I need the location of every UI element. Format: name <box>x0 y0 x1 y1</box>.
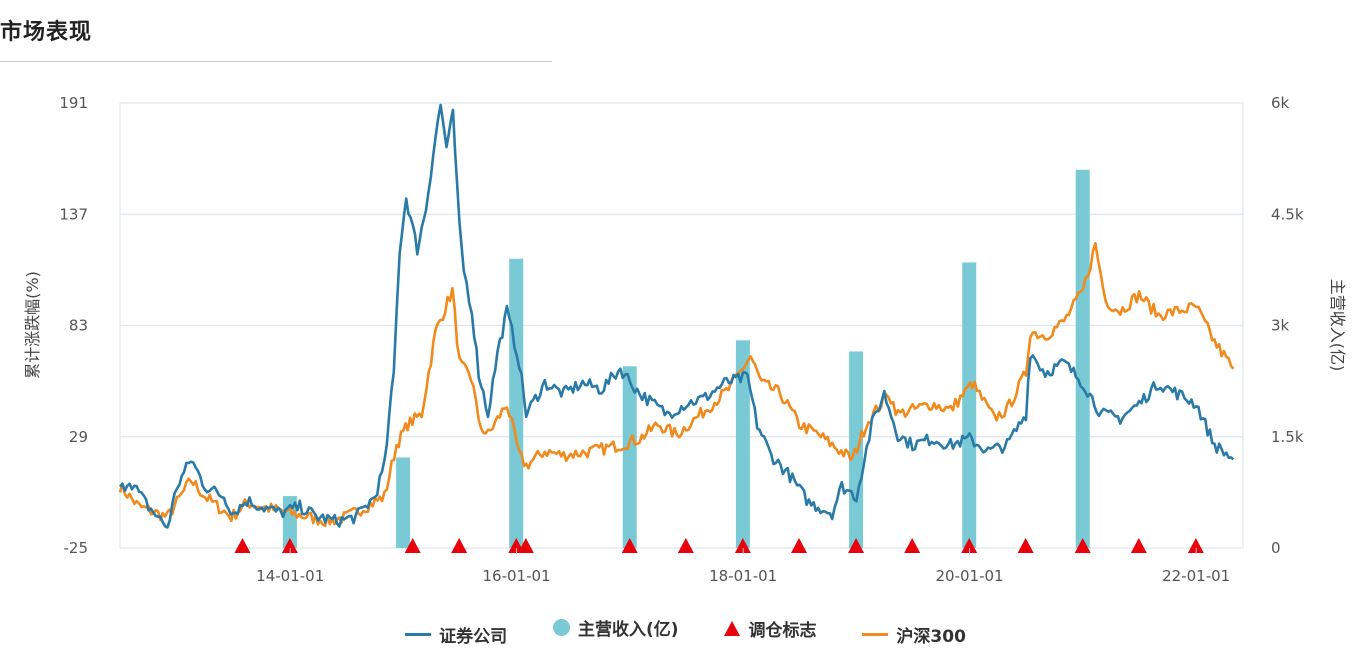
revenue-bar <box>1075 169 1090 548</box>
rebalance-marker <box>734 538 751 553</box>
rebalance-marker <box>281 538 298 553</box>
x-tick-label: 16-01-01 <box>483 567 551 585</box>
y-left-tick-label: -25 <box>64 539 89 557</box>
revenue-bar <box>509 258 524 548</box>
legend-item-rebalance[interactable]: 调仓标志 <box>724 616 816 641</box>
legend-label: 证券公司 <box>439 627 508 647</box>
title-divider <box>0 61 552 62</box>
line-series <box>118 103 1235 529</box>
rebalance-marker <box>1074 538 1091 553</box>
y-right-tick-label: 1.5k <box>1271 428 1304 446</box>
series-line <box>118 242 1235 528</box>
y-left-tick-label: 137 <box>59 205 88 223</box>
legend-label: 主营收入(亿) <box>578 620 679 640</box>
y-left-tick-label: 83 <box>69 317 88 335</box>
y-left-tick-label: 191 <box>59 94 88 112</box>
rebalance-marker <box>848 538 865 553</box>
y-right-tick-label: 6k <box>1271 94 1290 112</box>
x-tick-label: 18-01-01 <box>709 567 777 585</box>
revenue-bar <box>622 366 637 548</box>
y-right-tick-label: 0 <box>1271 539 1281 557</box>
legend: 证券公司 主营收入(亿) 调仓标志 沪深300 <box>0 615 1371 647</box>
circle-swatch-icon <box>553 619 571 636</box>
triangle-swatch-icon <box>724 621 741 636</box>
rebalance-marker <box>904 538 921 553</box>
legend-label: 调仓标志 <box>748 621 817 641</box>
legend-label: 沪深300 <box>896 627 966 647</box>
x-tick-label: 22-01-01 <box>1162 567 1230 585</box>
line-swatch-icon <box>862 633 889 636</box>
axes: 191 6k 137 4.5k 83 3k 29 1.5k -25 0 14-01-01 16-01-… <box>59 94 1303 585</box>
rebalance-marker <box>517 538 534 553</box>
market-performance-chart: 191 6k 137 4.5k 83 3k 29 1.5k -25 0 14-01-01 16-01-… <box>23 94 1347 585</box>
rebalance-marker <box>961 538 978 553</box>
rebalance-marker <box>1187 538 1204 553</box>
series-line <box>118 103 1235 529</box>
legend-item-securities[interactable]: 证券公司 <box>405 622 507 647</box>
y-right-tick-label: 4.5k <box>1271 205 1304 223</box>
legend-item-revenue[interactable]: 主营收入(亿) <box>553 615 679 640</box>
rebalance-marker <box>677 538 694 553</box>
x-tick-label: 14-01-01 <box>256 567 324 585</box>
rebalance-marker <box>1130 538 1147 553</box>
rebalance-marker <box>791 538 808 553</box>
rebalance-markers <box>234 538 1204 553</box>
y-right-tick-label: 3k <box>1271 317 1290 335</box>
revenue-bar <box>735 340 750 548</box>
revenue-bar <box>962 262 977 548</box>
revenue-bar <box>396 457 411 548</box>
rebalance-marker <box>404 538 421 553</box>
rebalance-marker <box>1017 538 1034 553</box>
y-axis-left-title: 累计涨跌幅(%) <box>23 271 42 379</box>
rebalance-marker <box>234 538 251 553</box>
legend-item-hs300[interactable]: 沪深300 <box>862 622 966 647</box>
page-title: 市场表现 <box>0 20 93 45</box>
x-tick-label: 20-01-01 <box>935 567 1003 585</box>
y-axis-right-title: 主营收入(亿) <box>1328 279 1347 372</box>
line-swatch-icon <box>405 633 432 636</box>
grid <box>119 102 1244 549</box>
y-left-tick-label: 29 <box>69 428 88 446</box>
rebalance-marker <box>451 538 468 553</box>
rebalance-marker <box>621 538 638 553</box>
